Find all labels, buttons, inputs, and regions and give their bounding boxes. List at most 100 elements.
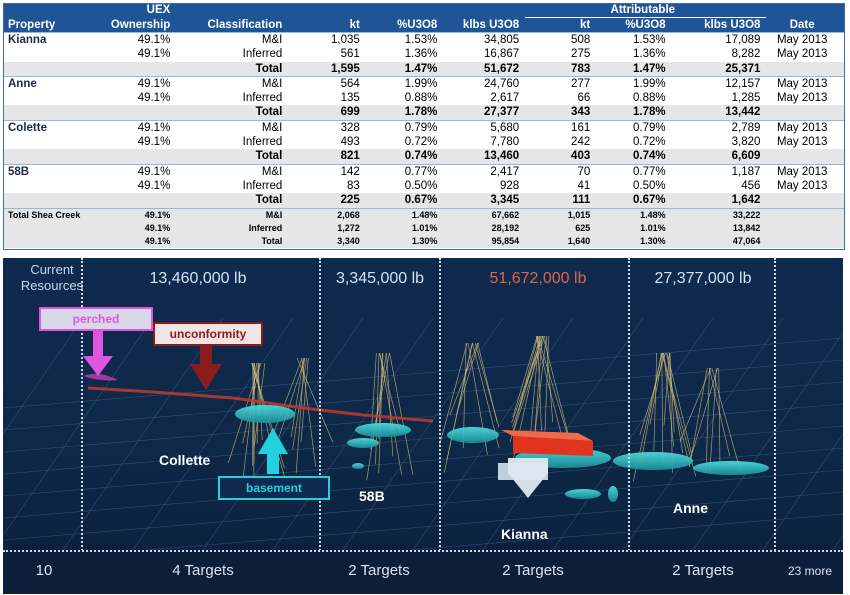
attr-pct-cell: 0.67%	[596, 193, 672, 209]
klbs-cell: 928	[499, 179, 520, 192]
attr-pct-cell: 1.36%	[633, 48, 666, 61]
drill-hole	[300, 357, 309, 443]
separator	[628, 258, 630, 594]
header-date: Date	[766, 17, 844, 33]
targets-anne: 2 Targets	[672, 562, 734, 579]
kt-cell: 135	[340, 92, 360, 105]
targets-colette: 4 Targets	[172, 562, 234, 579]
drill-hole	[446, 342, 473, 461]
total-label: Total	[176, 193, 289, 209]
date-cell: May 2013	[766, 32, 844, 48]
classification-cell: Inferred	[242, 136, 283, 149]
total-row: Total 821 0.74% 13,460 403 0.74% 6,609	[4, 149, 844, 165]
drill-hole	[661, 352, 691, 467]
ownership-cell: 49.1%	[83, 234, 177, 248]
property-name: 58B	[4, 163, 84, 179]
grid-line	[132, 317, 294, 551]
kt-cell: 493	[340, 136, 360, 149]
basement-callout: basement	[218, 476, 330, 500]
pct-cell: 1.48%	[365, 207, 444, 222]
classification-cell: M&I	[176, 207, 289, 222]
total-row: Total 1,595 1.47% 51,672 783 1.47% 25,371	[4, 61, 844, 77]
perspective-grid	[3, 317, 843, 585]
blank-cell	[83, 193, 177, 209]
klbs-cell: 5,680	[443, 119, 526, 136]
targets-bar	[3, 550, 843, 594]
attr-kt-cell: 403	[525, 149, 597, 165]
attr-pct-cell: 0.79%	[596, 119, 672, 136]
pct-cell: 1.78%	[365, 105, 444, 121]
drill-hole	[709, 367, 717, 472]
klbs-cell: 13,460	[443, 149, 526, 165]
date-cell: May 2013	[776, 179, 828, 192]
perched-callout: perched	[39, 307, 153, 331]
ownership-cell: 49.1%	[137, 48, 171, 61]
drill-hole	[639, 352, 666, 436]
header-attributable: Attributable	[525, 4, 767, 18]
attr-pct-cell: 0.74%	[596, 149, 672, 165]
attr-klbs-cell: 25,371	[671, 61, 767, 77]
blank-cell	[766, 105, 844, 121]
date-cell: May 2013	[776, 136, 828, 149]
kt-cell: 821	[288, 149, 366, 165]
drill-hole	[649, 352, 664, 425]
blank-cell	[766, 61, 844, 77]
place-anne: Anne	[673, 500, 708, 516]
pct-cell: 1.36%	[404, 48, 438, 61]
resource-table: UEX Attributable Property Ownership Clas…	[3, 3, 845, 250]
pct-cell: 1.99%	[365, 75, 444, 92]
drill-hole	[290, 357, 305, 438]
attr-klbs-cell: 1,642	[671, 193, 767, 209]
grid-line	[272, 317, 434, 551]
kianna-arrow	[508, 458, 548, 498]
drill-hole	[690, 367, 718, 459]
kt-cell: 2,068	[288, 207, 366, 222]
table-row: 49.1% Inferred 561 1.36% 16,867 275 1.36% 8,282…	[4, 47, 844, 61]
drill-hole	[663, 352, 675, 447]
date-cell: May 2013	[766, 119, 844, 136]
drill-hole	[669, 352, 675, 433]
scene-graphics	[3, 317, 843, 585]
attr-pct-cell: 1.99%	[596, 75, 672, 92]
attr-kt-cell: 1,640	[525, 234, 597, 248]
drill-hole	[679, 367, 711, 442]
klbs-cell: 3,345	[443, 193, 526, 209]
grid-line	[832, 534, 843, 551]
drill-hole	[242, 362, 261, 444]
basement-arrow	[258, 428, 288, 474]
attr-klbs-cell: 13,442	[671, 105, 767, 121]
header-classification: Classification	[176, 17, 289, 33]
header-property: Property	[4, 17, 84, 33]
drill-hole	[711, 367, 741, 473]
classification-cell: M&I	[176, 75, 289, 92]
grid-line	[692, 331, 843, 551]
summary-row: Total Shea Creek 49.1% M&I 2,068 1.48% 67,662…	[4, 207, 844, 222]
drill-hole	[253, 362, 266, 447]
attr-pct-cell: 1.30%	[596, 234, 672, 248]
klbs-cell: 7,780	[490, 136, 520, 149]
attr-pct-cell: 0.72%	[633, 136, 666, 149]
drill-hole	[535, 335, 562, 434]
klbs-cell: 67,662	[443, 207, 526, 222]
place-kianna: Kianna	[501, 526, 548, 542]
attr-klbs-cell: 12,157	[671, 75, 767, 92]
grid-line	[342, 317, 504, 551]
kt-cell: 83	[347, 179, 360, 192]
attr-klbs-cell: 33,222	[671, 207, 767, 222]
classification-cell: Inferred	[242, 179, 283, 192]
header-ownership: Ownership	[83, 17, 177, 33]
drill-hole	[512, 335, 538, 418]
blank-cell	[83, 105, 177, 121]
targets-more: 23 more	[787, 564, 833, 578]
header-attr-pct: %U3O8	[596, 17, 672, 33]
property-name	[4, 47, 84, 61]
ownership-cell: 49.1%	[83, 32, 177, 48]
grid-line	[3, 317, 84, 435]
grid-line	[3, 317, 154, 537]
attr-klbs-cell: 6,609	[671, 149, 767, 165]
resource-58b: 3,345,000 lb	[335, 270, 425, 287]
blank-cell	[4, 149, 84, 165]
ownership-cell: 49.1%	[137, 179, 171, 192]
date-cell: May 2013	[776, 48, 828, 61]
summary-name: Total Shea Creek	[4, 207, 84, 222]
